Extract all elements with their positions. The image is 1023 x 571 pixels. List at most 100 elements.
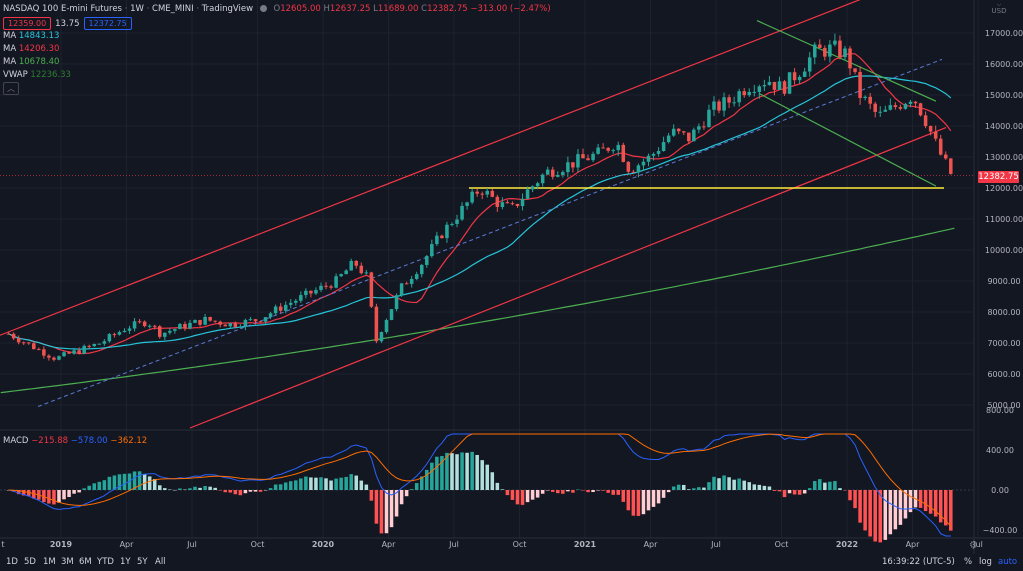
channel-lower-line[interactable] (189, 126, 947, 429)
interval-label[interactable]: 1W (130, 4, 144, 14)
candle (359, 262, 364, 275)
macd-bar (193, 486, 197, 490)
candle (384, 318, 389, 334)
candle (248, 316, 253, 321)
macd-bar (848, 490, 852, 501)
gear-icon[interactable]: ⚙ (969, 540, 978, 551)
macd-scale-label: 400.00 (986, 446, 1014, 455)
macd-bar (425, 469, 429, 490)
candle (923, 111, 928, 129)
candle (183, 321, 187, 331)
candle (540, 173, 545, 187)
indicator-vwap[interactable]: VWAP 12236.33 (3, 69, 551, 82)
macd-bar (294, 480, 298, 490)
candle (787, 72, 792, 94)
chevron-down-icon: ⌵ (996, 1, 1002, 8)
candle (520, 193, 525, 211)
range-3m-button[interactable]: 3M (61, 557, 74, 567)
macd-bar (470, 451, 474, 490)
macd-bar (938, 490, 943, 523)
time-axis[interactable]: t 2019 Apr Jul Oct 2020 Apr Jul Oct 2021 Apr Jul Oct… (1, 540, 982, 549)
ask-button[interactable]: 12372.75 (83, 17, 132, 30)
range-ytd-button[interactable]: YTD (97, 557, 114, 567)
macd-legend[interactable]: MACD −215.88 −578.00 −362.12 (3, 436, 147, 446)
candle (550, 166, 555, 180)
candle (62, 350, 66, 357)
trendline-drawings[interactable] (0, 0, 973, 429)
bid-button[interactable]: 12359.00 (3, 17, 52, 30)
log-toggle[interactable]: log (979, 557, 992, 567)
candle (475, 188, 479, 197)
range-all-button[interactable]: All (155, 557, 166, 567)
candle (525, 186, 530, 200)
candle (268, 311, 273, 320)
candle (324, 282, 328, 290)
macd-histogram (6, 451, 953, 543)
macd-bar (21, 490, 26, 496)
macd-bar (455, 454, 459, 490)
macd-bar (218, 490, 222, 491)
candle (535, 181, 540, 190)
candle (687, 132, 691, 145)
candle (616, 141, 621, 157)
candle (767, 75, 772, 86)
candle (425, 254, 429, 268)
candle (671, 124, 676, 137)
currency-scale-button[interactable]: ⌵ USD (988, 1, 1010, 15)
macd-bar (943, 490, 948, 526)
candle (893, 102, 898, 110)
candle (727, 94, 731, 109)
range-5y-button[interactable]: 5Y (137, 557, 148, 567)
candle (349, 258, 353, 271)
candle (440, 234, 444, 239)
range-6m-button[interactable]: 6M (79, 557, 92, 567)
ma-long-line (0, 227, 955, 394)
macd-bar (349, 474, 353, 490)
indicator-ma-3[interactable]: MA 10678.40 (3, 56, 551, 69)
price-scale[interactable]: 17000.00 16000.00 15000.00 14000.00 13000.00… (985, 29, 1023, 410)
candle (883, 105, 888, 113)
range-5d-button[interactable]: 5D (24, 557, 36, 567)
candle (188, 319, 192, 330)
macd-bar (208, 486, 212, 490)
dashed-trend-line[interactable] (37, 58, 943, 408)
candle (898, 104, 903, 111)
open-label: O (273, 4, 281, 14)
wedge-upper-line[interactable] (756, 20, 937, 102)
indicator-ma-2[interactable]: MA 14206.30 (3, 43, 551, 56)
range-1d-button[interactable]: 1D (6, 557, 18, 567)
macd-scale[interactable]: 800.00 400.00 0.00 −400.00 (983, 406, 1018, 535)
candle (752, 84, 757, 97)
range-1y-button[interactable]: 1Y (120, 557, 131, 567)
chevron-up-icon[interactable]: ︿ (3, 82, 19, 95)
indicator-ma-1[interactable]: MA 14843.13 (3, 30, 551, 43)
macd-bar (77, 490, 81, 493)
range-1m-button[interactable]: 1M (43, 557, 56, 567)
channel-upper-line[interactable] (0, 0, 973, 336)
wedge-lower-line[interactable] (758, 92, 937, 187)
candle (294, 298, 298, 306)
candle (32, 341, 36, 350)
macd-bar (687, 489, 691, 490)
time-axis-label: 2020 (312, 540, 335, 549)
price-scale-label: 8000.00 (987, 308, 1020, 317)
clock-label[interactable]: 16:39:22 (UTC-5) (882, 557, 955, 567)
macd-bar (505, 490, 510, 496)
auto-toggle[interactable]: auto (998, 557, 1018, 567)
candle (339, 273, 343, 278)
percent-toggle[interactable]: % (964, 557, 973, 567)
symbol-title[interactable]: NASDAQ 100 E-mini Futures (3, 4, 122, 14)
time-axis-label: Jul (186, 540, 197, 549)
macd-bar (772, 490, 777, 491)
candle (72, 349, 76, 355)
macd-bar (853, 490, 857, 509)
time-axis-label: Apr (906, 540, 921, 549)
macd-bar (243, 490, 248, 494)
time-axis-label: Oct (513, 540, 527, 549)
spread-value: 13.75 (55, 19, 80, 29)
macd-signal-line (8, 433, 952, 527)
candle (530, 185, 535, 193)
chart-legend: NASDAQ 100 E-mini Futures · 1W · CME_MIN… (3, 3, 551, 95)
